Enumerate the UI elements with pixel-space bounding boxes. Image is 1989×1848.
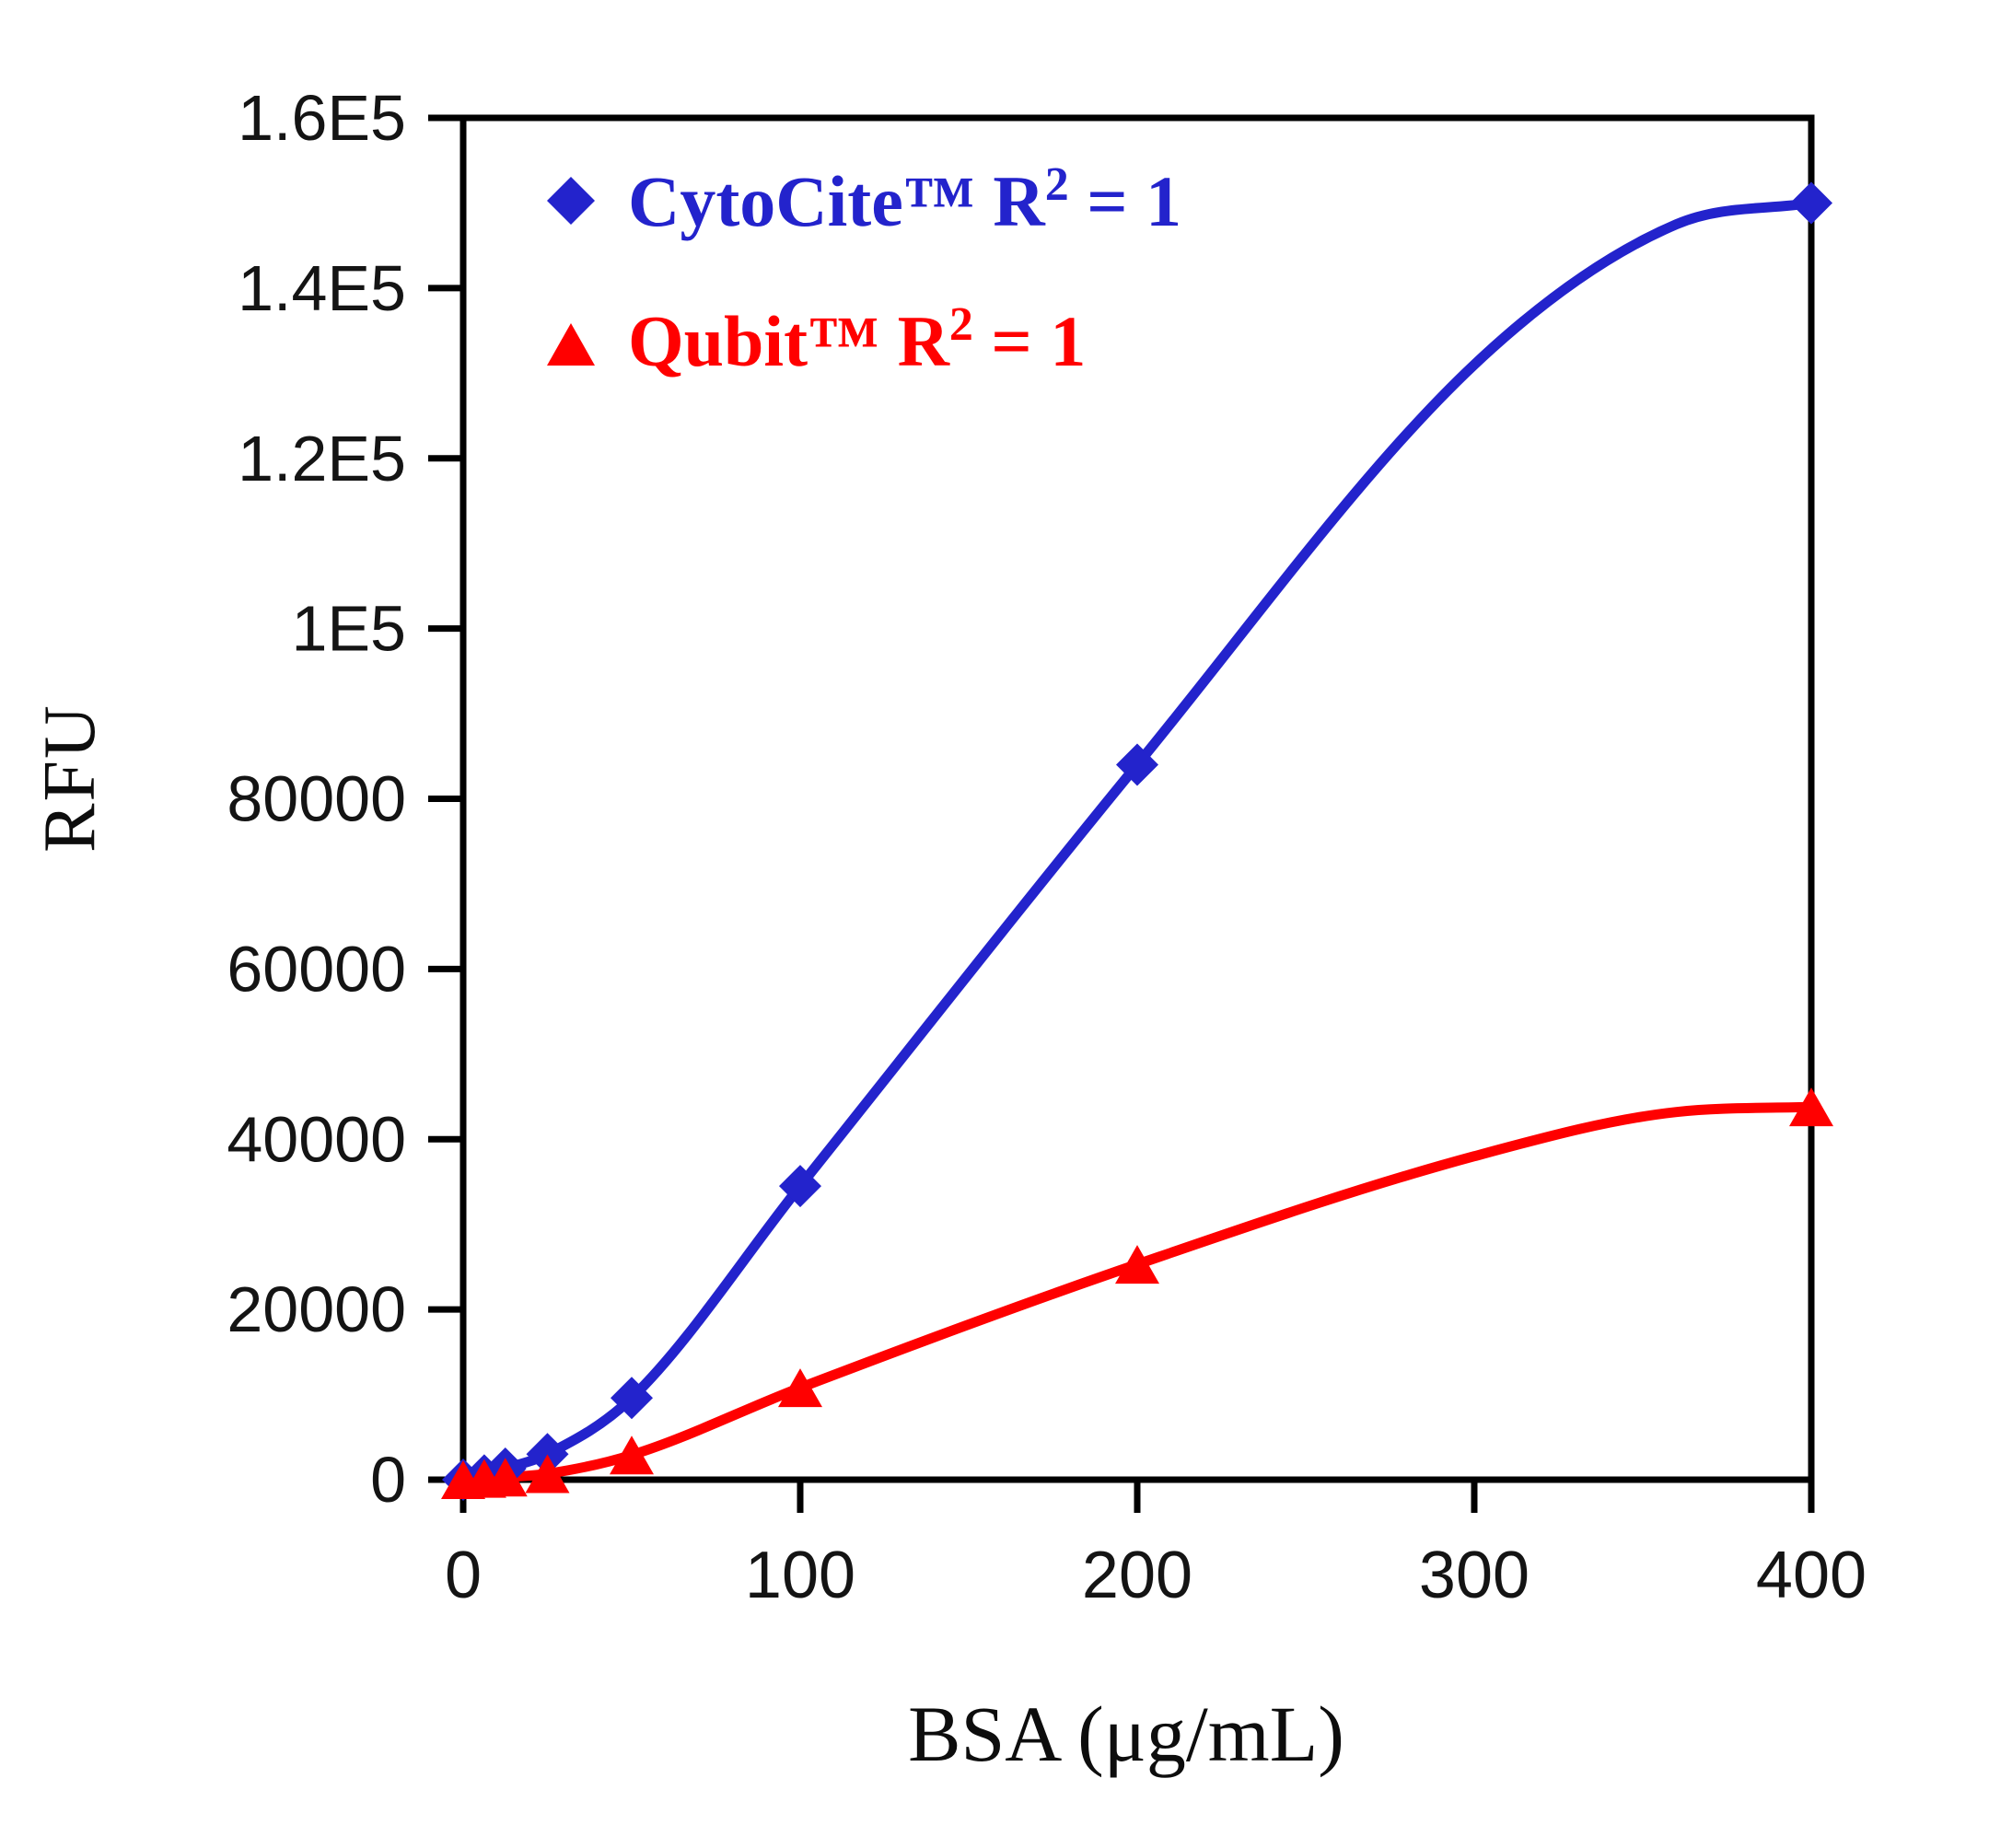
x-tick-label: 400 — [1756, 1539, 1867, 1612]
y-tick-label: 1.4E5 — [238, 252, 406, 324]
qubit-trend-line — [458, 1101, 1817, 1485]
y-tick-label: 60000 — [227, 933, 406, 1005]
y-tick-label: 1.6E5 — [238, 82, 406, 154]
cytocite-data-point — [779, 1165, 821, 1208]
qubit-data-point — [610, 1435, 654, 1475]
y-tick-label: 40000 — [227, 1103, 406, 1175]
x-tick-label: 100 — [745, 1539, 855, 1612]
cytocite-legend-marker — [547, 177, 595, 225]
x-axis-title: BSA (μg/mL) — [908, 1690, 1344, 1778]
y-tick-label: 0 — [370, 1444, 406, 1516]
cytocite-trend-line — [458, 197, 1817, 1485]
cytocite-legend-label: CytoCite™ R2 = 1 — [628, 158, 1181, 241]
y-axis-title: RFU — [29, 703, 110, 853]
qubit-legend-marker — [547, 323, 595, 366]
y-tick-label: 20000 — [227, 1273, 406, 1345]
cytocite-data-point — [1116, 743, 1158, 786]
y-tick-label: 1E5 — [291, 593, 406, 665]
x-tick-label: 200 — [1082, 1539, 1192, 1612]
y-tick-label: 80000 — [227, 763, 406, 835]
qubit-data-point — [483, 1458, 528, 1497]
qubit-data-point — [525, 1454, 570, 1494]
x-tick-label: 300 — [1419, 1539, 1530, 1612]
cytocite-data-point — [611, 1377, 653, 1420]
qubit-data-point — [1115, 1245, 1159, 1284]
y-tick-label: 1.2E5 — [238, 423, 406, 494]
cytocite-data-point — [1790, 181, 1832, 225]
qubit-data-point — [1789, 1087, 1833, 1127]
cytocite-data-point — [526, 1433, 569, 1476]
qubit-data-point — [778, 1368, 822, 1408]
x-tick-label: 0 — [445, 1539, 482, 1612]
qubit-legend-label: Qubit™ R2 = 1 — [628, 298, 1086, 381]
plot-frame — [459, 114, 1815, 1483]
